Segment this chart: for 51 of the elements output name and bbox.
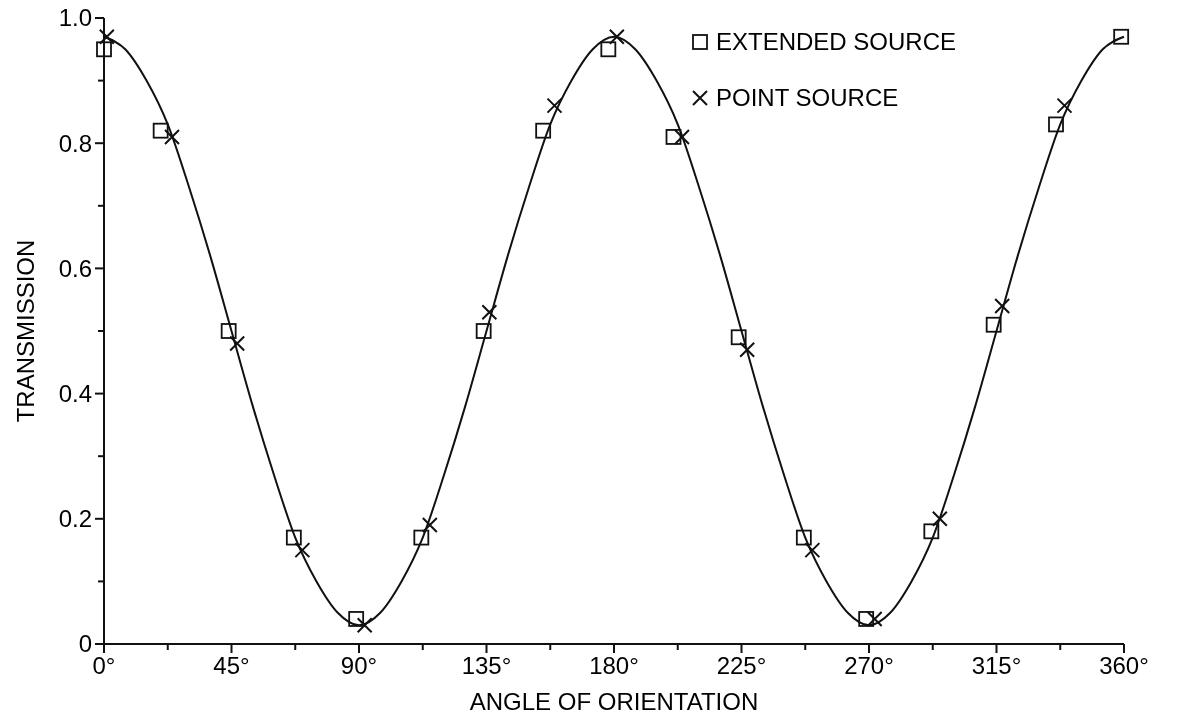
point — [229, 335, 246, 352]
point — [858, 611, 875, 627]
y-tick-label: 0.8 — [58, 129, 92, 157]
x-tick-label: 135° — [461, 652, 512, 679]
point — [164, 128, 180, 145]
y-tick-label: 0.6 — [58, 254, 92, 282]
point — [348, 611, 365, 627]
point — [96, 41, 112, 58]
point — [535, 122, 552, 139]
point — [294, 542, 311, 559]
point — [1113, 28, 1130, 45]
y-axis-title: TRANSMISSION — [12, 239, 39, 423]
x-tick-label: 360° — [1099, 652, 1149, 679]
point — [795, 529, 812, 546]
point — [481, 304, 498, 321]
y-tick-label: 1.0 — [58, 4, 92, 32]
point — [1048, 116, 1064, 133]
y-tick-label: 0.2 — [58, 505, 92, 533]
point — [220, 323, 237, 339]
point — [674, 128, 690, 145]
x-tick-label: 90° — [340, 652, 378, 679]
point — [421, 517, 438, 534]
y-tick-label: 0 — [78, 630, 92, 658]
x-axis-title: ANGLE OF ORIENTATION — [469, 688, 759, 715]
point — [608, 28, 625, 45]
point — [600, 41, 617, 58]
point — [730, 329, 747, 346]
point — [1056, 97, 1073, 114]
x-tick-label: 270° — [844, 652, 894, 679]
point — [546, 97, 563, 114]
legend-label: EXTENDED SOURCE — [716, 28, 957, 56]
x-tick-label: 315° — [971, 652, 1022, 679]
x-tick-label: 0° — [92, 652, 116, 679]
point — [475, 323, 492, 339]
point — [285, 529, 302, 546]
y-tick-label: 0.4 — [58, 380, 92, 407]
point — [923, 523, 940, 540]
point — [866, 610, 883, 627]
x-tick-label: 180° — [589, 652, 639, 679]
point — [985, 316, 1002, 333]
point — [931, 510, 948, 527]
point — [739, 341, 756, 358]
point — [994, 297, 1011, 314]
point — [804, 542, 821, 559]
point — [665, 129, 682, 145]
point — [152, 122, 169, 139]
point — [413, 529, 430, 546]
x-tick-label: 225° — [716, 652, 767, 679]
legend-label: POINT SOURCE — [716, 84, 899, 112]
x-tick-label: 45° — [213, 652, 250, 679]
point — [356, 617, 373, 634]
